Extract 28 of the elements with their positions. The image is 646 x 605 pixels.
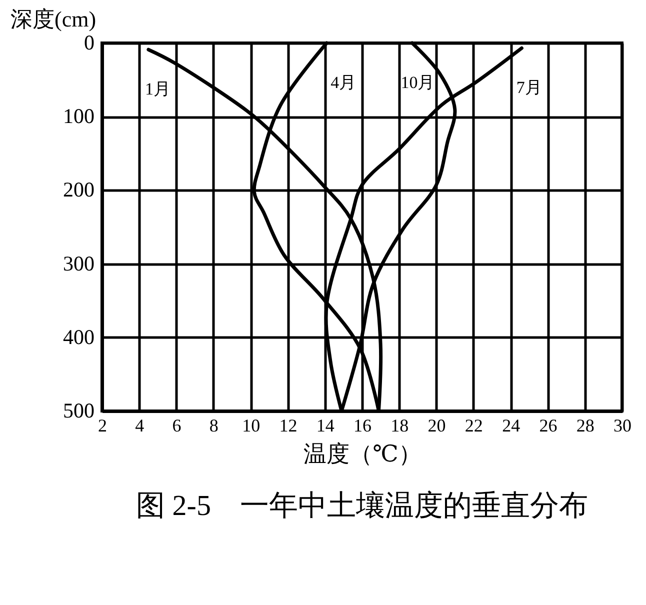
x-axis-title: 温度（℃）: [304, 442, 422, 466]
x-tick-label: 14: [316, 416, 334, 436]
x-tick-label: 4: [135, 416, 144, 436]
x-tick-label: 2: [98, 416, 107, 436]
y-tick-label: 300: [63, 251, 94, 276]
x-tick-label: 26: [539, 416, 558, 436]
x-tick-label: 18: [390, 416, 409, 436]
x-tick-label: 10: [242, 416, 260, 436]
series-label: 1月: [144, 80, 170, 99]
x-tick-label: 20: [428, 416, 446, 436]
x-tick-label: 16: [354, 416, 372, 436]
x-tick-label: 30: [614, 416, 632, 436]
x-tick-label: 6: [172, 416, 182, 436]
x-tick-label: 12: [279, 416, 298, 436]
y-tick-label: 100: [63, 104, 94, 128]
x-tick-label: 28: [576, 416, 594, 436]
text: 图 2-5 一年中土壤温度的垂直分布: [136, 490, 588, 522]
x-tick-label: 22: [464, 416, 483, 436]
series-label: 7月: [516, 78, 542, 98]
y-axis-title: 深度(cm): [10, 6, 96, 32]
y-tick-label: 400: [63, 324, 94, 349]
series-label: 4月: [330, 73, 356, 92]
x-tick-label: 24: [502, 416, 520, 436]
y-tick-label: 200: [63, 178, 94, 202]
series-label: 10月: [400, 73, 435, 92]
y-tick-label: 500: [63, 398, 94, 422]
x-tick-label: 8: [209, 416, 218, 436]
y-tick-label: 0: [84, 30, 94, 54]
